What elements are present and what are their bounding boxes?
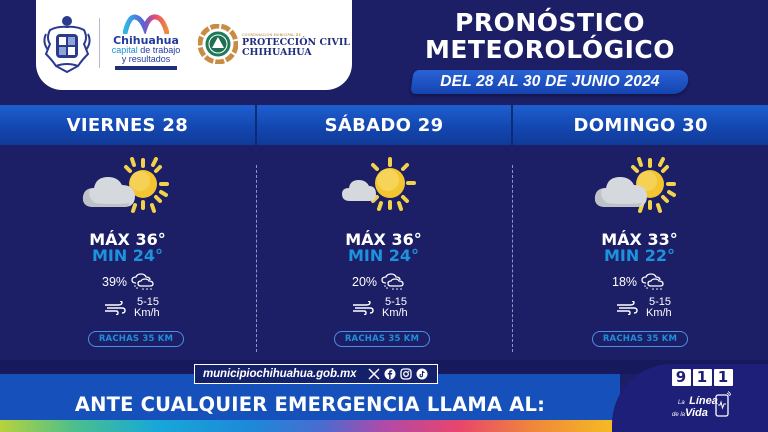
mostly-sunny-icon <box>342 157 416 211</box>
proteccion-civil-emblem-icon <box>198 24 238 64</box>
wind-row: 5-15 Km/h <box>352 297 408 319</box>
logo-card: Chihuahua capital de trabajo y resultado… <box>36 0 352 90</box>
max-temperature: MÁX 36° <box>89 230 166 249</box>
rain-probability: 39% <box>102 275 128 289</box>
tiktok-icon[interactable] <box>416 368 428 380</box>
emergency-message: ANTE CUALQUIER EMERGENCIA LLAMA AL: <box>74 393 546 416</box>
wind-speed: 5-15 Km/h <box>382 296 408 319</box>
rain-probability: 18% <box>612 275 638 289</box>
min-temperature: MIN 24° <box>347 246 420 265</box>
wind-icon <box>617 301 638 315</box>
emergency-911-logo: 9 1 1 La Línea de laVida <box>670 369 734 427</box>
max-temperature: MÁX 33° <box>601 230 678 249</box>
rainbow-stripe <box>0 420 620 432</box>
day-label-friday: VIERNES 28 <box>66 114 189 136</box>
rain-cloud-icon <box>131 273 154 290</box>
website-box: municipiochihuahua.gob.mx <box>194 364 438 384</box>
chihuahua-brand-tagline: capital de trabajo <box>111 45 181 55</box>
min-temperature: MIN 22° <box>603 246 676 265</box>
chihuahua-brand-tagline-2: y resultados <box>121 54 171 64</box>
chihuahua-mountains-icon <box>123 14 169 34</box>
rain-probability: 20% <box>352 275 378 289</box>
rain-probability-row: 39% <box>102 273 155 291</box>
min-temperature: MIN 24° <box>91 246 164 265</box>
wind-gusts-badge: RACHAS 35 KM <box>592 331 688 347</box>
rain-probability-row: 18% <box>612 273 665 291</box>
title-line-2: METEOROLÓGICO <box>424 35 676 64</box>
partly-cloudy-icon <box>594 157 676 213</box>
logo-divider <box>99 18 100 68</box>
column-divider <box>256 165 257 352</box>
max-temperature: MÁX 36° <box>345 230 422 249</box>
rain-probability-row: 20% <box>352 273 405 291</box>
chihuahua-brand-strip <box>115 66 177 70</box>
proteccion-civil-title: PROTECCIÓN CIVIL CHIHUAHUA <box>242 37 350 58</box>
date-range: DEL 28 AL 30 DE JUNIO 2024 <box>440 73 660 90</box>
chihuahua-brand-name: Chihuahua <box>113 34 179 47</box>
wind-gusts-badge: RACHAS 35 KM <box>88 331 184 347</box>
day-label-saturday: SÁBADO 29 <box>324 114 444 136</box>
website-link[interactable]: municipiochihuahua.gob.mx <box>203 368 357 380</box>
proteccion-civil-small-text: COORDINACIÓN MUNICIPAL DE <box>242 33 301 37</box>
wind-row: 5-15 Km/h <box>616 297 672 319</box>
proteccion-civil-logo: COORDINACIÓN MUNICIPAL DE PROTECCIÓN CIV… <box>198 24 350 64</box>
wind-icon <box>105 301 126 315</box>
rain-cloud-icon <box>641 273 664 290</box>
rain-cloud-icon <box>381 273 404 290</box>
emergency-number: 9 1 1 <box>670 369 734 386</box>
partly-cloudy-icon <box>82 157 169 213</box>
day-label-sunday: DOMINGO 30 <box>573 114 708 136</box>
municipal-shield-icon <box>43 16 91 74</box>
forecast-column-sunday: MÁX 33° MIN 22° 18% 5-15 Km/h RACHAS 35 … <box>512 145 767 360</box>
wind-row: 5-15 Km/h <box>104 297 160 319</box>
wind-speed: 5-15 Km/h <box>646 296 672 319</box>
column-divider <box>512 165 513 352</box>
day-separator <box>254 105 257 145</box>
social-links <box>368 368 428 380</box>
facebook-icon[interactable] <box>384 368 396 380</box>
wind-speed: 5-15 Km/h <box>134 296 160 319</box>
title-line-1: PRONÓSTICO <box>455 8 645 37</box>
wind-icon <box>353 301 374 315</box>
phone-icon <box>715 391 731 417</box>
day-header-bar: VIERNES 28 SÁBADO 29 DOMINGO 30 <box>0 105 768 145</box>
day-separator <box>511 105 514 145</box>
instagram-icon[interactable] <box>400 368 413 380</box>
chihuahua-brand-logo: Chihuahua capital de trabajo y resultado… <box>104 14 188 74</box>
forecast-column-saturday: MÁX 36° MIN 24° 20% 5-15 Km/h RACHAS 35 … <box>256 145 511 360</box>
wind-gusts-badge: RACHAS 35 KM <box>334 331 430 347</box>
x-icon[interactable] <box>368 368 380 380</box>
forecast-column-friday: MÁX 36° MIN 24° 39% 5-15 Km/h RACHAS 35 … <box>0 145 255 360</box>
page-title: PRONÓSTICO METEOROLÓGICO <box>405 9 695 63</box>
